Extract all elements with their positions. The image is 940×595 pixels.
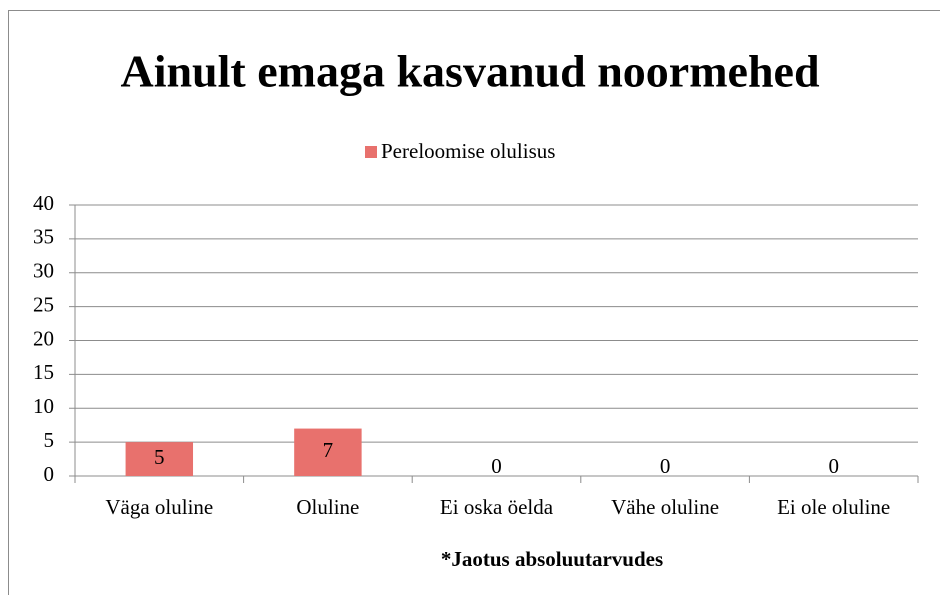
data-label: 0: [660, 454, 671, 478]
bar: [294, 428, 362, 476]
x-tick-label: Ei oska öelda: [440, 495, 554, 519]
legend-label: Pereloomise olulisus: [381, 139, 555, 163]
data-label: 0: [828, 454, 839, 478]
y-tick-label: 25: [33, 292, 54, 316]
x-tick-label: Väga oluline: [105, 495, 213, 519]
data-label: 7: [323, 438, 334, 462]
x-tick-label: Oluline: [296, 495, 359, 519]
y-tick-label: 35: [33, 225, 54, 249]
x-axis-title: *Jaotus absoluutarvudes: [441, 547, 663, 571]
data-label: 5: [154, 445, 165, 469]
y-tick-label: 0: [44, 462, 55, 486]
x-tick-label: Ei ole oluline: [777, 495, 890, 519]
data-label: 0: [491, 454, 502, 478]
y-tick-label: 10: [33, 394, 54, 418]
bar: [125, 442, 194, 476]
x-tick-label: Vähe oluline: [611, 495, 719, 519]
y-tick-label: 20: [33, 326, 54, 350]
y-tick-label: 5: [44, 428, 55, 452]
y-tick-label: 15: [33, 360, 54, 384]
chart-title: Ainult emaga kasvanud noormehed: [120, 46, 819, 97]
y-tick-label: 40: [33, 191, 54, 215]
y-tick-label: 30: [33, 259, 54, 283]
legend-swatch: [365, 146, 377, 158]
